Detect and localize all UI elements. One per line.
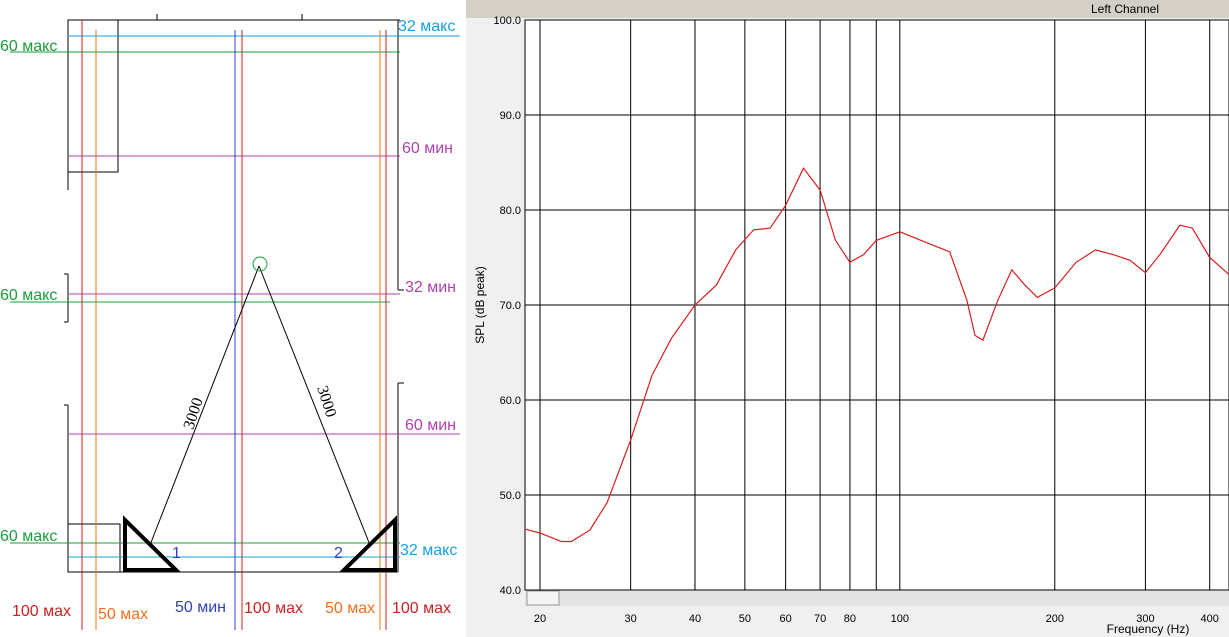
diagram-label: 1 (172, 545, 181, 562)
diagram-label: 60 мин (405, 417, 456, 434)
chart-title: Left Channel (1091, 2, 1159, 16)
x-tick-label: 70 (814, 613, 826, 625)
x-tick-label: 400 (1201, 613, 1219, 625)
x-tick-label: 300 (1136, 613, 1154, 625)
diagram-label: 32 мин (405, 279, 456, 296)
x-tick-label: 30 (625, 613, 637, 625)
response-curve (524, 167, 1229, 543)
diagram-label: 32 макс (398, 18, 455, 35)
x-tick-label: 40 (689, 613, 701, 625)
scrollbar[interactable] (525, 590, 1229, 606)
diagram-label: 50 мин (175, 599, 226, 616)
diagram-label: 100 мах (244, 600, 303, 617)
x-tick-label: 200 (1046, 613, 1064, 625)
x-tick-label: 50 (739, 613, 751, 625)
y-tick-label: 70.0 (500, 300, 521, 312)
y-tick-label: 80.0 (500, 205, 521, 217)
y-tick-label: 90.0 (500, 110, 521, 122)
diagram-label: 60 макс (0, 528, 57, 545)
diagram-label: 100 мах (12, 603, 71, 620)
scrollbar-thumb[interactable] (526, 590, 560, 606)
diagram-label: 32 макс (400, 542, 457, 559)
x-tick-label: 80 (844, 613, 856, 625)
diagram-label: 60 мин (402, 140, 453, 157)
diagram-label: 50 мах (98, 606, 148, 623)
diagram-label: 50 мах (325, 600, 375, 617)
x-axis-title: Frequency (Hz) (1107, 622, 1190, 636)
zone-lines (10, 20, 460, 630)
diagram-label: 3000 (313, 384, 339, 420)
room-outline (64, 14, 404, 573)
y-tick-label: 50.0 (500, 490, 521, 502)
diagram-label: 100 мах (392, 600, 451, 617)
diagram-label: 3000 (181, 396, 207, 432)
y-tick-label: 100.0 (493, 15, 521, 27)
y-axis-title: SPL (dB peak) (473, 266, 487, 344)
room-diagram (10, 14, 460, 630)
diagram-label: 60 макс (0, 38, 57, 55)
x-tick-label: 20 (534, 613, 546, 625)
diagram-label: 2 (334, 545, 343, 562)
speakers (123, 256, 397, 572)
chart-frame: Left Channel SPL (dB peak) Frequency (Hz… (466, 0, 1229, 637)
x-tick-label: 60 (779, 613, 791, 625)
diagram-label: 60 макс (0, 287, 57, 304)
y-tick-label: 40.0 (500, 585, 521, 597)
x-tick-label: 100 (891, 613, 909, 625)
title-bar (466, 0, 1229, 18)
y-tick-label: 60.0 (500, 395, 521, 407)
